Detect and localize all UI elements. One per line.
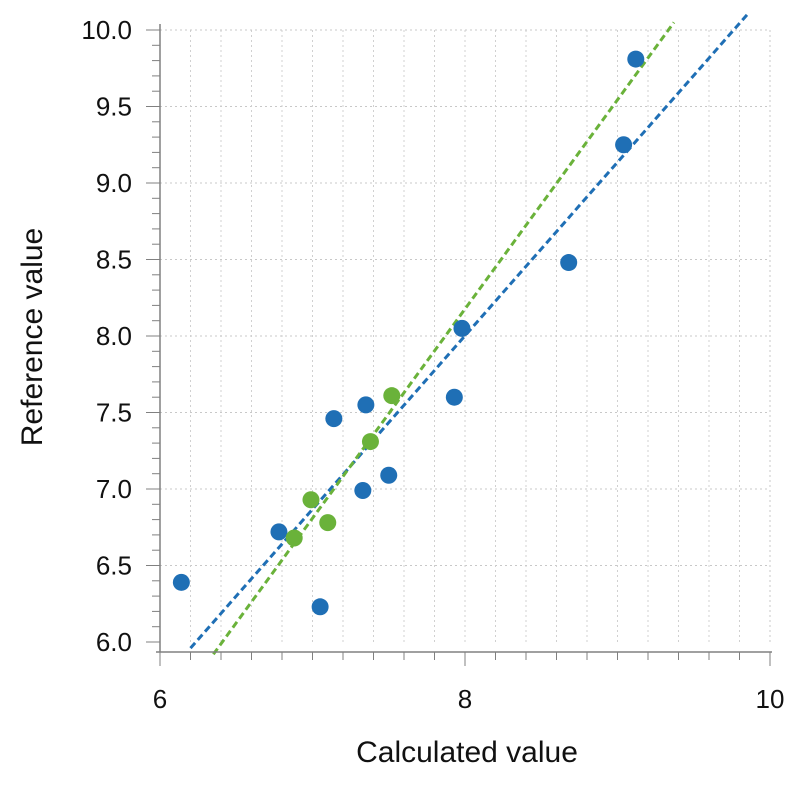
data-points — [172, 50, 645, 616]
data-point-series-1 — [615, 136, 633, 154]
data-point-series-1 — [445, 388, 463, 406]
x-tick-labels: 6 8 10 — [153, 684, 785, 714]
data-point-series-1 — [380, 466, 398, 484]
y-tick-label: 7.5 — [96, 398, 132, 428]
data-point-series-1 — [354, 482, 372, 500]
y-tick-labels: 6.0 6.5 7.0 7.5 8.0 8.5 9.0 9.5 10.0 — [81, 15, 132, 657]
data-point-series-1 — [357, 396, 375, 414]
y-tick-label: 9.5 — [96, 92, 132, 122]
data-point-series-1 — [325, 410, 343, 428]
data-point-series-1 — [172, 573, 190, 591]
data-point-series-1 — [453, 319, 471, 337]
y-tick-label: 6.5 — [96, 551, 132, 581]
data-point-series-2 — [285, 529, 303, 547]
data-point-series-2 — [383, 387, 401, 405]
data-point-series-1 — [270, 523, 288, 541]
grid — [160, 30, 770, 642]
y-tick-label: 8.0 — [96, 321, 132, 351]
fit-line-2 — [212, 21, 676, 656]
x-tick-label: 8 — [458, 684, 472, 714]
x-tick-label: 6 — [153, 684, 167, 714]
y-tick-label: 8.5 — [96, 245, 132, 275]
y-tick-label: 6.0 — [96, 627, 132, 657]
x-axis-title: Calculated value — [356, 736, 578, 769]
x-tick-label: 10 — [756, 684, 785, 714]
y-tick-label: 9.0 — [96, 168, 132, 198]
data-point-series-1 — [560, 254, 578, 272]
data-point-series-2 — [361, 433, 379, 451]
axes — [146, 24, 772, 666]
data-point-series-1 — [627, 50, 645, 68]
data-point-series-1 — [311, 598, 329, 616]
y-tick-label: 7.0 — [96, 474, 132, 504]
data-point-series-2 — [319, 514, 337, 532]
data-point-series-2 — [302, 491, 320, 509]
y-axis-title: Reference value — [16, 228, 49, 446]
y-tick-label: 10.0 — [81, 15, 132, 45]
